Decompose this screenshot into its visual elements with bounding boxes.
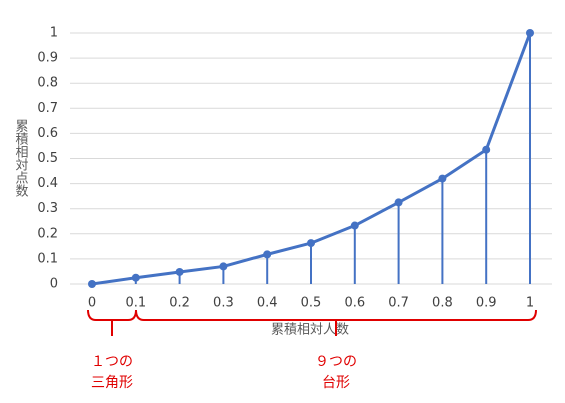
y-tick-label: 0.8 <box>37 76 58 91</box>
x-tick-label: 0.8 <box>432 296 453 311</box>
x-tick-label: 0.6 <box>344 296 365 311</box>
y-tick-label: 0.5 <box>37 151 58 166</box>
x-tick-label: 0.7 <box>388 296 409 311</box>
point <box>219 262 228 271</box>
point <box>438 174 447 183</box>
x-tick-label: 0.3 <box>213 296 234 311</box>
bracket <box>87 309 137 336</box>
x-axis-label: 累積相対人数 <box>271 323 349 338</box>
y-tick-label: 1 <box>50 26 58 41</box>
point <box>482 145 491 154</box>
x-tick-label: 0 <box>88 296 96 311</box>
point <box>88 280 96 288</box>
annotation: 三角形 <box>91 375 133 391</box>
point <box>526 29 534 37</box>
point <box>175 267 184 276</box>
annotation: 台形 <box>322 375 350 391</box>
bracket <box>135 309 537 336</box>
point <box>263 250 272 259</box>
y-tick-label: 0.7 <box>37 101 58 116</box>
y-tick-label: 0.9 <box>37 51 58 66</box>
y-tick-label: 0.3 <box>37 201 58 216</box>
y-tick-label: 0.6 <box>37 126 58 141</box>
x-tick-label: 0.1 <box>125 296 146 311</box>
point <box>394 198 403 207</box>
annotation: ９つの <box>315 354 357 370</box>
annotation: １つの <box>91 354 133 370</box>
x-tick-label: 0.9 <box>476 296 497 311</box>
x-tick-label: 0.5 <box>301 296 322 311</box>
point <box>307 239 315 248</box>
point <box>350 221 359 230</box>
y-axis-label: 累積相対点数 <box>13 119 29 197</box>
x-tick-label: 0.2 <box>169 296 190 311</box>
point <box>131 273 140 282</box>
y-tick-label: 0.2 <box>37 226 58 241</box>
y-tick-label: 0.4 <box>37 176 58 191</box>
x-tick-label: 1 <box>526 296 534 311</box>
x-tick-label: 0.4 <box>257 296 278 311</box>
y-tick-label: 0.1 <box>37 251 58 266</box>
y-tick-label: 0 <box>50 277 58 292</box>
